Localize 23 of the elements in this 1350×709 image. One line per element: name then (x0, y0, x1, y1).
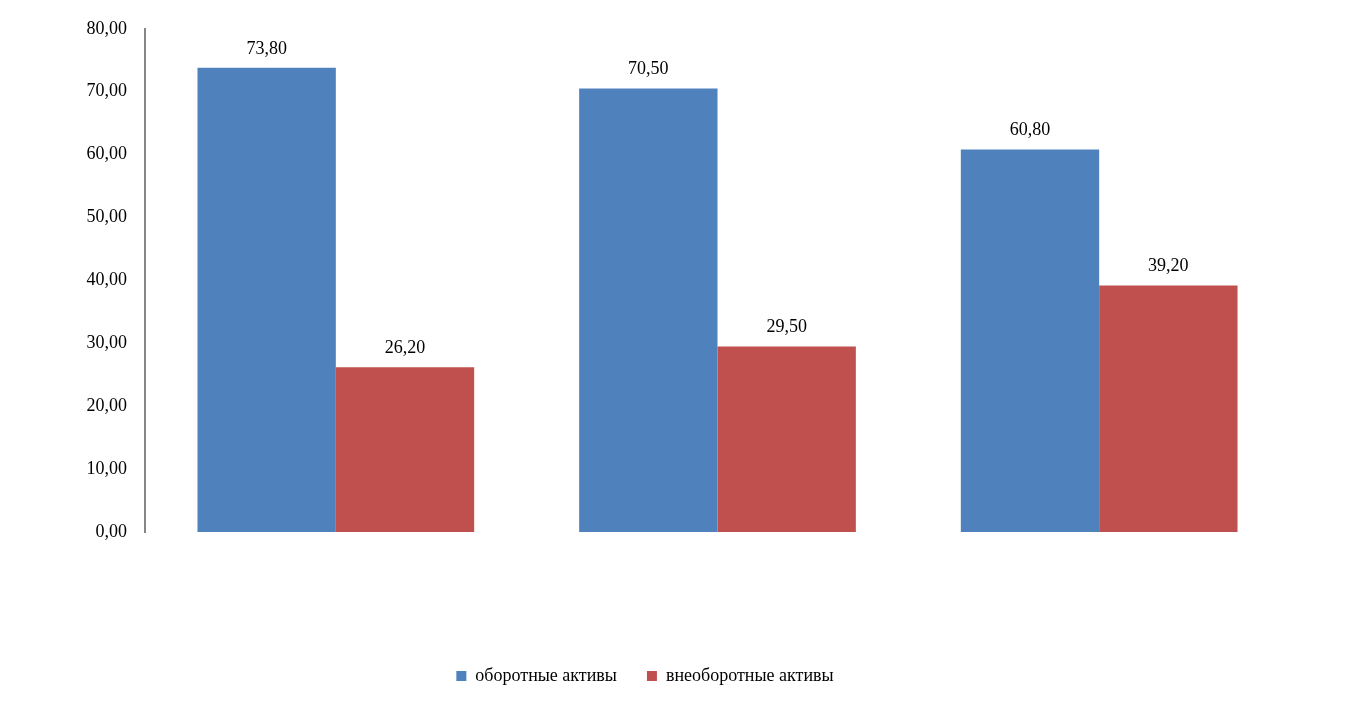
data-label: 26,20 (384, 336, 426, 357)
y-tick-label: 0,00 (95, 520, 127, 541)
data-label: 29,50 (766, 316, 807, 337)
bar (335, 367, 475, 532)
bar (960, 149, 1100, 532)
y-tick-label: 80,00 (86, 17, 127, 38)
data-label: 70,50 (628, 58, 669, 79)
bar (1099, 285, 1238, 532)
data-label: 60,80 (1009, 119, 1051, 140)
y-tick-label: 30,00 (86, 332, 127, 353)
y-tick-label: 40,00 (86, 269, 127, 290)
bar (197, 67, 336, 532)
data-label: 73,80 (246, 37, 287, 58)
bar (717, 346, 856, 532)
bar (579, 88, 718, 532)
y-tick-label: 70,00 (86, 80, 127, 101)
legend-label: внеоборотные активы (665, 664, 834, 685)
legend-label: оборотные активы (475, 664, 617, 685)
y-tick-label: 60,00 (86, 143, 127, 164)
data-label: 39,20 (1148, 255, 1189, 276)
y-tick-label: 20,00 (86, 394, 127, 415)
y-tick-label: 50,00 (86, 206, 127, 227)
y-tick-label: 10,00 (86, 457, 127, 478)
